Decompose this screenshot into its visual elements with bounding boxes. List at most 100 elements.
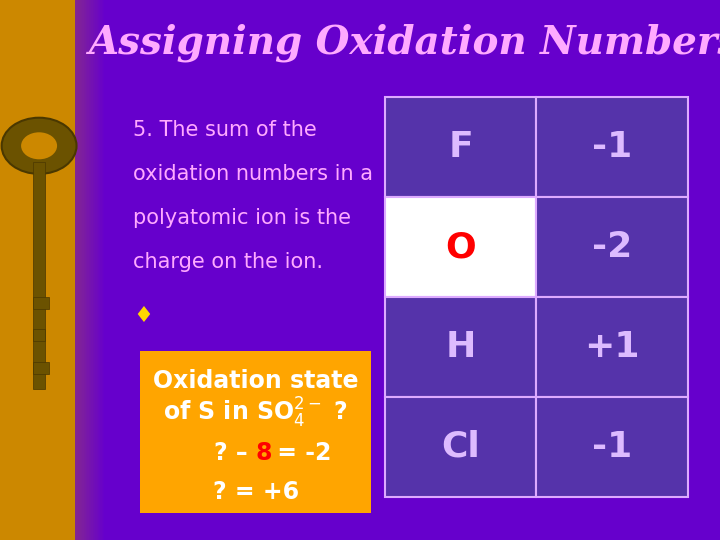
Text: polyatomic ion is the: polyatomic ion is the (133, 208, 351, 228)
Bar (101, 0, 102, 540)
Bar (13, 0, 14, 540)
Circle shape (21, 132, 57, 159)
Bar (78, 0, 80, 540)
Bar (8, 0, 9, 540)
Bar (385, 297, 536, 397)
Bar (536, 97, 688, 197)
Text: oxidation numbers in a: oxidation numbers in a (133, 164, 373, 184)
Bar (45, 0, 47, 540)
Bar (84, 0, 85, 540)
Bar (58, 0, 59, 540)
Bar (35, 0, 37, 540)
Text: -1: -1 (592, 130, 632, 164)
Bar (66, 0, 68, 540)
Bar (6, 0, 8, 540)
Bar (63, 0, 64, 540)
Bar (76, 0, 77, 540)
Bar (95, 0, 96, 540)
Bar (385, 97, 536, 197)
Bar (81, 0, 82, 540)
Bar (80, 0, 81, 540)
Bar (52, 0, 53, 540)
Bar (43, 0, 45, 540)
Bar (33, 162, 45, 389)
Bar (86, 0, 87, 540)
Bar (19, 0, 21, 540)
Circle shape (1, 118, 76, 174)
Bar (10, 0, 12, 540)
Bar (26, 0, 27, 540)
Bar (55, 0, 56, 540)
Bar (56, 0, 58, 540)
Text: 8: 8 (256, 441, 272, 465)
Text: charge on the ion.: charge on the ion. (133, 252, 323, 273)
Bar (385, 197, 536, 297)
Bar (61, 0, 63, 540)
Text: Assigning Oxidation Numbers: Assigning Oxidation Numbers (89, 24, 720, 63)
Bar (3, 0, 4, 540)
Bar (536, 297, 688, 397)
Bar (77, 0, 78, 540)
Bar (22, 0, 24, 540)
Bar (98, 0, 99, 540)
Text: -2: -2 (592, 230, 632, 264)
Text: Oxidation state: Oxidation state (153, 369, 359, 393)
Bar (32, 0, 34, 540)
Text: ♦: ♦ (133, 306, 153, 326)
Bar (90, 0, 91, 540)
Bar (47, 0, 48, 540)
Bar (59, 0, 60, 540)
Bar (99, 0, 101, 540)
Bar (71, 0, 72, 540)
Bar (12, 0, 13, 540)
Bar (34, 0, 35, 540)
Bar (50, 0, 51, 540)
Text: 5. The sum of the: 5. The sum of the (133, 119, 317, 140)
Text: +1: +1 (584, 330, 640, 364)
Bar (68, 0, 69, 540)
Text: -1: -1 (592, 430, 632, 464)
Bar (140, 351, 371, 513)
Bar (30, 0, 32, 540)
Bar (40, 0, 42, 540)
Bar (82, 0, 84, 540)
Bar (385, 397, 536, 497)
Text: ? –: ? – (214, 441, 256, 465)
Bar (0, 0, 1, 540)
Bar (39, 0, 40, 540)
Text: of S in SO$_4^{2-}$ ?: of S in SO$_4^{2-}$ ? (163, 396, 348, 430)
Bar (60, 0, 61, 540)
Bar (96, 0, 98, 540)
Bar (72, 0, 73, 540)
Text: Cl: Cl (441, 430, 480, 464)
Bar (85, 0, 86, 540)
Text: F: F (449, 130, 473, 164)
Bar (4, 0, 5, 540)
Bar (91, 0, 93, 540)
Text: O: O (446, 230, 476, 264)
Bar (38, 0, 39, 540)
Bar (9, 0, 10, 540)
Bar (94, 0, 95, 540)
Text: = -2: = -2 (269, 441, 331, 465)
Bar (536, 197, 688, 297)
Bar (18, 0, 19, 540)
Bar (69, 0, 71, 540)
Bar (74, 0, 76, 540)
Bar (17, 0, 18, 540)
Bar (14, 0, 16, 540)
Bar (0, 0, 75, 540)
Text: H: H (446, 330, 476, 364)
Bar (5, 0, 6, 540)
Bar (73, 0, 74, 540)
Bar (16, 0, 17, 540)
Bar (42, 0, 43, 540)
Bar (33, 297, 49, 309)
Bar (24, 0, 26, 540)
Bar (21, 0, 22, 540)
Bar (103, 0, 104, 540)
Bar (37, 0, 38, 540)
Bar (53, 0, 55, 540)
Bar (93, 0, 94, 540)
Bar (29, 0, 30, 540)
